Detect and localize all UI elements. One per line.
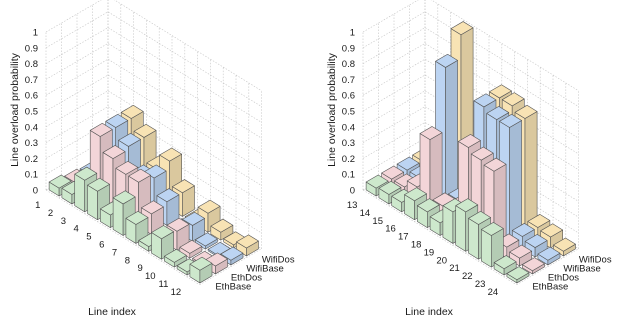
chart-right: 0 0.1 0.2 0.3 0.4 0.5 0.6 0.7 0.8 0.9 1 Line overlo… bbox=[326, 0, 612, 318]
chart-1-gridline bbox=[45, 43, 262, 139]
chart-1-z-tick-label: 0.7 bbox=[25, 75, 38, 86]
chart-2-z-tick-label: 0.4 bbox=[342, 122, 355, 133]
chart-2-series-tick-label: EthDos bbox=[548, 272, 579, 283]
chart-2-bar-EthBase-22 bbox=[481, 222, 504, 268]
chart-2-z-tick-label: 0.9 bbox=[342, 43, 355, 54]
chart-1-z-tick-label: 0.5 bbox=[25, 107, 38, 118]
chart-1-series-tick-label: WifiDos bbox=[262, 254, 295, 265]
chart-1-x-tick-label: 3 bbox=[61, 216, 66, 227]
chart-1-gridline bbox=[45, 122, 262, 218]
chart-1-z-tick-label: 0 bbox=[33, 186, 38, 197]
chart-1-bar-EthDos-10 bbox=[179, 239, 203, 259]
chart-2-z-axis-label: Line overload probability bbox=[326, 52, 338, 167]
chart-2-x-tick-label: 20 bbox=[436, 255, 447, 266]
chart-1-x-tick-label: 4 bbox=[74, 224, 79, 235]
chart-2-z-tick-label: 0 bbox=[350, 186, 355, 197]
chart-1-bar-EthBase-10 bbox=[164, 248, 187, 268]
chart-2-gridline bbox=[362, 0, 579, 92]
chart-2-x-tick-label: 23 bbox=[475, 279, 486, 290]
chart-1-bar-WifiDos-12 bbox=[236, 234, 259, 257]
chart-1-gridline bbox=[45, 106, 262, 202]
chart-1-bar-EthBase-12 bbox=[189, 256, 213, 284]
chart-1-x-tick-label: 6 bbox=[99, 239, 104, 250]
chart-2-x-tick-label: 19 bbox=[424, 247, 435, 258]
chart-2-x-tick-label: 21 bbox=[449, 263, 460, 274]
chart-2-gridline bbox=[362, 189, 517, 286]
chart-1-z-tick-label: 0.2 bbox=[25, 154, 38, 165]
chart-1-z-tick-label: 0.8 bbox=[25, 59, 38, 70]
chart-1-z-tick-label: 0.4 bbox=[25, 122, 38, 133]
chart-2-z-tick-label: 0.2 bbox=[342, 154, 355, 165]
chart-1-gridline bbox=[45, 189, 200, 286]
chart-2-series-tick-label: WifiDos bbox=[579, 254, 612, 265]
chart-1-bar-WifiBase-10 bbox=[195, 232, 218, 250]
chart-1-z-axis-label: Line overload probability bbox=[9, 52, 21, 167]
chart-2-bar-EthBase-23 bbox=[493, 255, 517, 276]
chart-1-gridline bbox=[45, 0, 262, 92]
chart-1-z-tick-label: 0.6 bbox=[25, 91, 38, 102]
chart-2-series-tick-label: WifiBase bbox=[563, 263, 600, 274]
chart-2-series-tick-label: EthBase bbox=[532, 281, 568, 292]
chart-2-z-tick-label: 0.8 bbox=[342, 59, 355, 70]
chart-2-x-tick-label: 13 bbox=[347, 200, 358, 211]
chart-2-z-tick-label: 0.1 bbox=[342, 170, 355, 181]
chart-2-z-tick-label: 1 bbox=[350, 28, 355, 39]
chart-2-x-tick-label: 18 bbox=[411, 239, 422, 250]
chart-2-z-tick-label: 0.3 bbox=[342, 138, 355, 149]
chart-1-series-tick-label: WifiBase bbox=[246, 263, 283, 274]
chart-1-z-tick-label: 0.1 bbox=[25, 170, 38, 181]
chart-2-z-tick-label: 0.6 bbox=[342, 91, 355, 102]
chart-2-bar-EthDos-24 bbox=[522, 257, 545, 275]
chart-left: 0 0.1 0.2 0.3 0.4 0.5 0.6 0.7 0.8 0.9 1 Line overlo… bbox=[9, 0, 295, 318]
chart-2-x-tick-label: 16 bbox=[385, 224, 396, 235]
chart-1-z-tick-label: 1 bbox=[33, 28, 38, 39]
chart-1-z-tick-label: 0.9 bbox=[25, 43, 38, 54]
chart-1-series-tick-label: EthDos bbox=[231, 272, 262, 283]
chart-2-bar-WifiBase-23 bbox=[524, 234, 548, 258]
chart-1-z-tick-label: 0.3 bbox=[25, 138, 38, 149]
chart-1-series-tick-label: EthBase bbox=[215, 281, 251, 292]
chart-1-x-tick-label: 10 bbox=[145, 271, 156, 282]
chart-1-x-axis-label: Line index bbox=[88, 306, 137, 318]
chart-2-z-tick-label: 0.7 bbox=[342, 75, 355, 86]
chart-2-x-tick-label: 15 bbox=[372, 216, 383, 227]
chart-1-x-tick-label: 7 bbox=[112, 247, 117, 258]
chart-2-bar-EthBase-24 bbox=[506, 266, 530, 284]
chart-1-bars bbox=[48, 105, 259, 284]
chart-1-gridline bbox=[45, 58, 262, 155]
chart-1-x-tick-label: 5 bbox=[86, 232, 91, 243]
chart-2-bars bbox=[365, 21, 576, 284]
chart-1-x-tick-label: 9 bbox=[138, 263, 143, 274]
chart-2-x-axis-label: Line index bbox=[405, 306, 454, 318]
chart-2-z-tick-label: 0.5 bbox=[342, 107, 355, 118]
chart-2-bar-WifiBase-24 bbox=[537, 246, 561, 266]
chart-1-x-tick-label: 8 bbox=[125, 255, 130, 266]
chart-1-x-tick-label: 11 bbox=[159, 279, 169, 290]
chart-2-x-tick-label: 24 bbox=[488, 287, 499, 298]
chart-1-z-ticks: 0 0.1 0.2 0.3 0.4 0.5 0.6 0.7 0.8 0.9 1 bbox=[25, 28, 38, 197]
chart-2-bar-WifiDos-24 bbox=[553, 237, 576, 257]
chart-1-x-tick-label: 1 bbox=[35, 200, 40, 211]
chart-1-x-tick-label: 2 bbox=[48, 208, 53, 219]
chart-2-x-tick-label: 14 bbox=[360, 208, 371, 219]
chart-1-bar-WifiDos-10 bbox=[210, 218, 234, 241]
chart-2-z-ticks: 0 0.1 0.2 0.3 0.4 0.5 0.6 0.7 0.8 0.9 1 bbox=[342, 28, 355, 197]
chart-2-x-tick-label: 17 bbox=[398, 232, 409, 243]
chart-2-x-tick-label: 22 bbox=[462, 271, 473, 282]
chart-1-x-tick-label: 12 bbox=[171, 287, 182, 298]
